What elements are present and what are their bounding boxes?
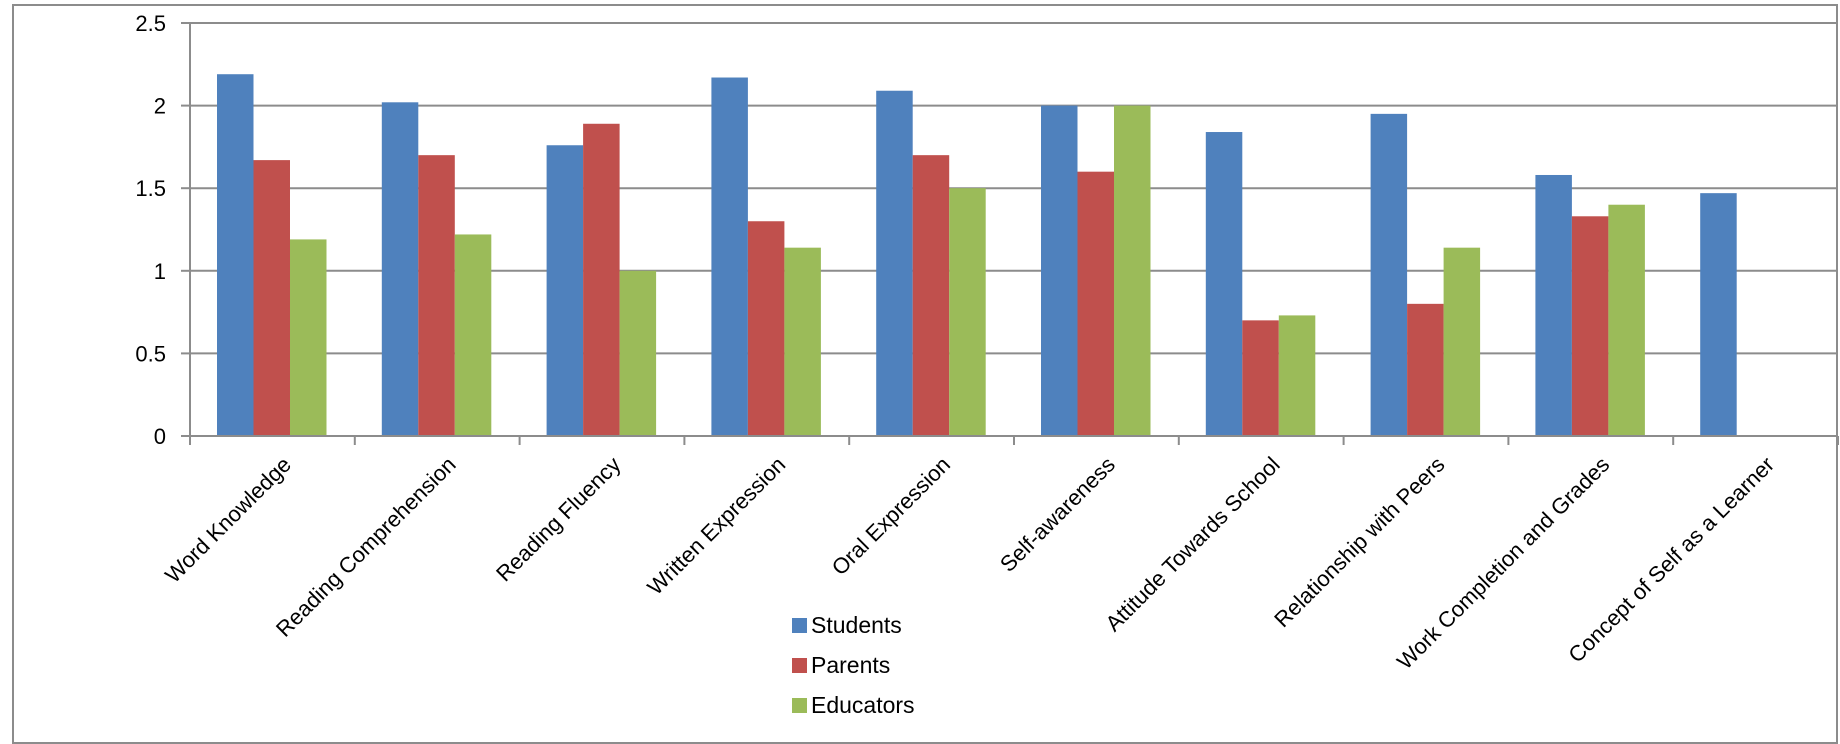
bar-parents-7	[1407, 303, 1444, 436]
bar-students-9	[1700, 193, 1737, 436]
bar-parents-1	[418, 155, 455, 436]
bar-educators-5	[1114, 105, 1151, 436]
y-tick-label: 1	[154, 259, 166, 284]
axes	[181, 22, 1839, 445]
x-tick-label: Self-awareness	[995, 452, 1120, 577]
bar-parents-2	[583, 123, 620, 436]
bar-educators-7	[1443, 247, 1481, 436]
bar-parents-6	[1242, 320, 1279, 436]
bar-parents-0	[253, 160, 290, 436]
bar-parents-4	[912, 155, 950, 436]
x-tick-label: Attitude Towards School	[1100, 452, 1284, 636]
bar-students-0	[217, 74, 254, 436]
bar-parents-3	[747, 221, 785, 436]
y-axis-ticks: 0 0.5 1 1.5 2 2.5	[135, 11, 166, 449]
bar-students-2	[546, 145, 584, 437]
bar-educators-4	[949, 188, 986, 436]
bar-educators-3	[784, 247, 821, 436]
legend-swatch-educators	[792, 698, 807, 713]
y-tick-label: 2	[154, 94, 166, 119]
bar-educators-2	[619, 270, 657, 436]
legend-label-parents: Parents	[811, 652, 890, 678]
x-tick-label: Relationship with Peers	[1269, 452, 1449, 632]
bar-students-7	[1370, 113, 1408, 437]
bars	[217, 74, 1737, 437]
bar-students-8	[1535, 174, 1572, 436]
y-tick-label: 2.5	[135, 11, 166, 36]
bar-parents-8	[1571, 216, 1609, 436]
bar-parents-5	[1077, 171, 1114, 436]
bar-students-1	[381, 102, 419, 437]
x-tick-label: Oral Expression	[827, 452, 955, 580]
bar-students-3	[711, 77, 748, 437]
bar-students-5	[1041, 105, 1078, 436]
bar-students-6	[1205, 132, 1243, 437]
legend-swatch-parents	[792, 658, 807, 673]
bar-educators-1	[454, 234, 492, 436]
x-tick-label: Written Expression	[642, 452, 790, 600]
legend-label-students: Students	[811, 612, 902, 638]
bar-educators-8	[1608, 204, 1645, 436]
legend-swatch-students	[792, 618, 807, 633]
x-tick-label: Word Knowledge	[160, 452, 296, 588]
legend-label-educators: Educators	[811, 692, 915, 718]
x-tick-label: Reading Fluency	[491, 452, 625, 586]
y-tick-label: 0.5	[135, 341, 166, 366]
bar-educators-6	[1278, 315, 1316, 436]
bar-educators-0	[290, 239, 327, 436]
y-tick-label: 0	[154, 424, 166, 449]
bar-students-4	[876, 90, 913, 437]
x-tick-label: Reading Comprehension	[271, 452, 461, 642]
legend: Students Parents Educators	[792, 612, 915, 718]
y-tick-label: 1.5	[135, 176, 166, 201]
